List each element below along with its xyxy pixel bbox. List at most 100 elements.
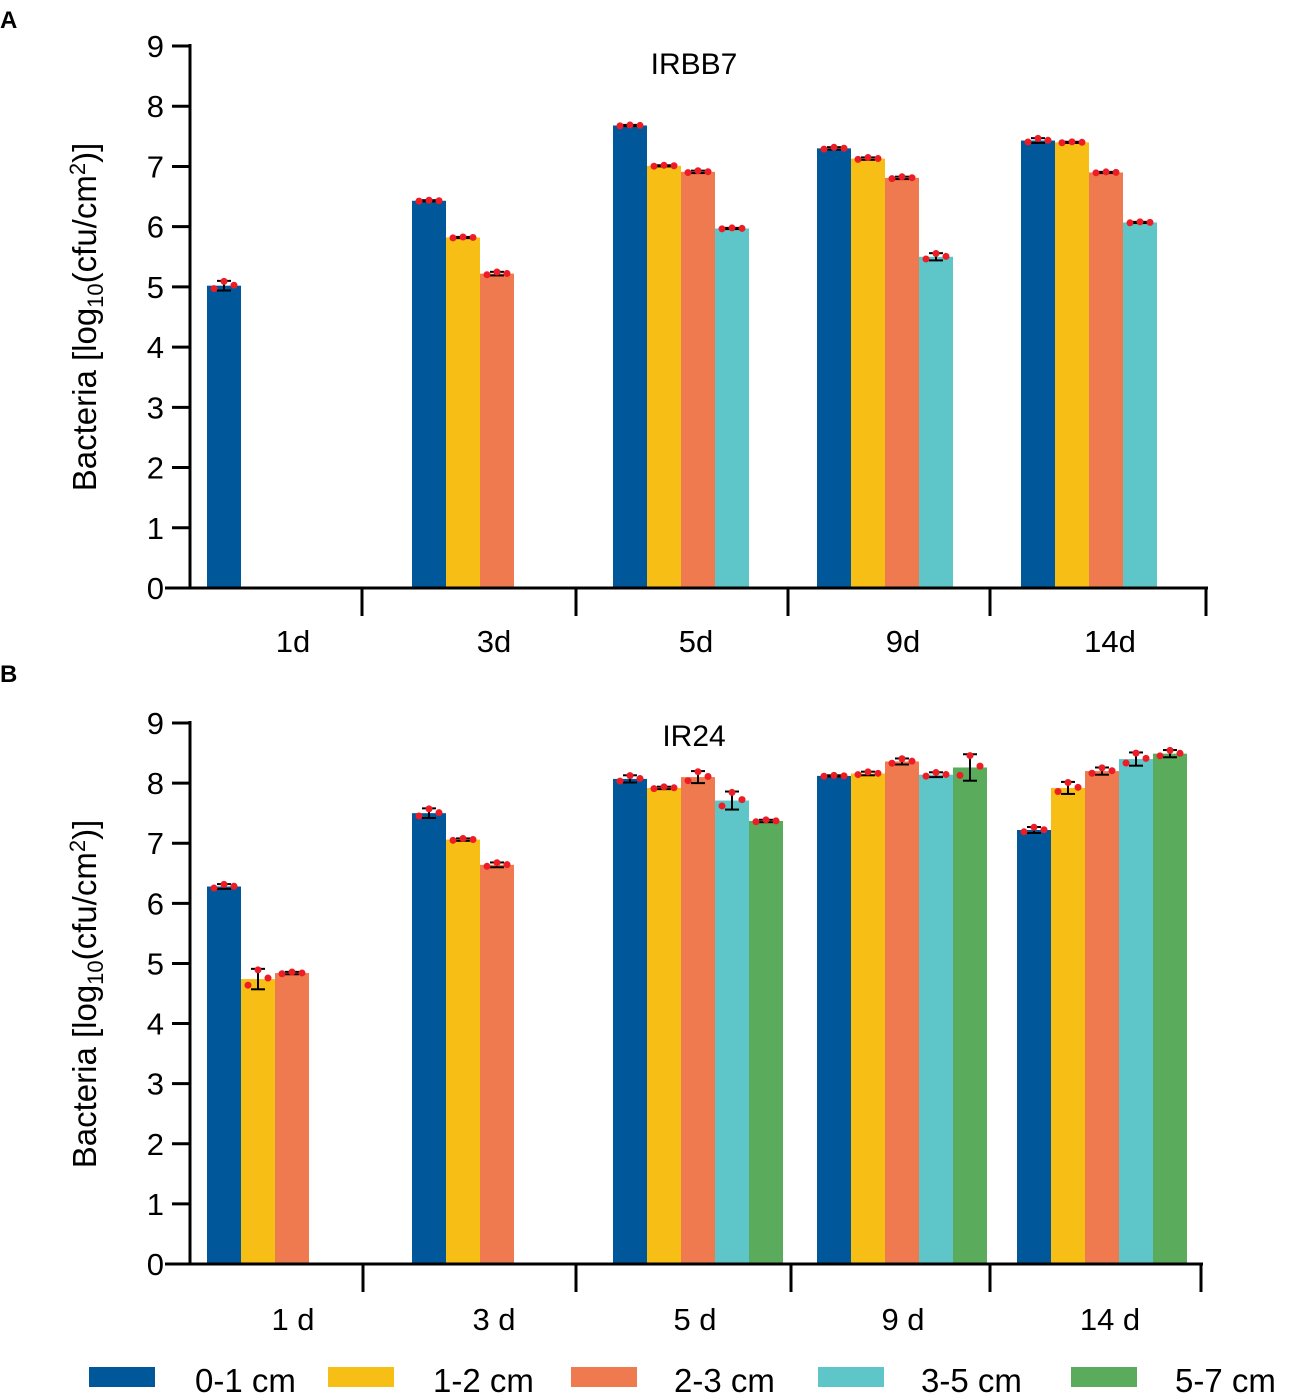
data-point xyxy=(942,252,950,260)
panel-a-y-tick-label-4: 4 xyxy=(147,330,164,365)
data-point xyxy=(650,162,658,170)
panel-b-bar-3d-0-1cm xyxy=(412,813,446,1264)
data-point xyxy=(425,805,433,813)
data-point xyxy=(694,167,702,175)
data-point xyxy=(704,168,712,176)
panel-b-letter: B xyxy=(0,661,17,688)
panel-a-y-tick-label-0: 0 xyxy=(147,571,164,606)
data-point xyxy=(1132,749,1140,757)
panel-b-y-axis-label: Bacteria [log10(cfu/cm2)] xyxy=(65,820,108,1169)
data-point xyxy=(1068,138,1076,146)
data-point xyxy=(976,762,984,770)
panel-a-points-9d-3-5cm xyxy=(922,250,950,263)
panel-b-title: IR24 xyxy=(662,720,725,753)
panel-a-letter: A xyxy=(0,7,17,34)
data-point xyxy=(230,882,238,890)
panel-a-bar-14d-0-1cm xyxy=(1021,140,1055,588)
panel-a-points-5d-3-5cm xyxy=(718,224,746,233)
data-point xyxy=(728,788,736,796)
data-point xyxy=(922,772,930,780)
panel-a-points-9d-0-1cm xyxy=(820,143,848,153)
data-point xyxy=(908,757,916,765)
data-point xyxy=(1040,826,1048,834)
data-point xyxy=(626,121,634,129)
panel-a-bar-5d-2-3cm xyxy=(681,171,715,588)
data-point xyxy=(898,173,906,181)
data-point xyxy=(762,816,770,824)
panel-b-x-tick-label-1d: 1 d xyxy=(271,1302,314,1337)
panel-b-y-tick-label-4: 4 xyxy=(147,1007,164,1042)
panel-a-points-5d-0-1cm xyxy=(616,121,644,130)
data-point xyxy=(264,974,272,982)
panel-a-title: IRBB7 xyxy=(651,48,738,81)
panel-a-x-tick-label-1d: 1d xyxy=(276,624,310,659)
panel-b-points-3d-0-1cm xyxy=(415,805,443,820)
panel-a-y-axis-label: Bacteria [log10(cfu/cm2)] xyxy=(65,143,108,492)
panel-b-x-tick-label-9d: 9 d xyxy=(881,1302,924,1337)
data-point xyxy=(670,162,678,170)
panel-b-points-5d-0-1cm xyxy=(616,772,644,785)
data-point xyxy=(840,144,848,152)
data-point xyxy=(449,836,457,844)
data-point xyxy=(298,969,306,977)
data-point xyxy=(670,784,678,792)
data-point xyxy=(898,755,906,763)
panel-a-y-tick-label-5: 5 xyxy=(147,270,164,305)
data-point xyxy=(459,233,467,241)
data-point xyxy=(694,768,702,776)
panel-a-points-5d-2-3cm xyxy=(684,167,712,177)
panel-a-bar-9d-2-3cm xyxy=(885,177,919,589)
data-point xyxy=(888,759,896,767)
data-point xyxy=(1108,767,1116,775)
data-point xyxy=(684,777,692,785)
panel-b-points-5d-1-2cm xyxy=(650,783,678,793)
panel-b-bar-1d-1-2cm xyxy=(241,979,275,1264)
data-point xyxy=(932,250,940,258)
data-point xyxy=(636,121,644,129)
data-point xyxy=(660,783,668,791)
panel-a-points-1d-0-1cm xyxy=(210,277,238,293)
data-point xyxy=(704,772,712,780)
panel-b-y-tick-label-9: 9 xyxy=(147,706,164,741)
panel-a-x-tick-label-14d: 14d xyxy=(1084,624,1136,659)
data-point xyxy=(922,255,930,263)
panel-b-bar-9d-3-5cm xyxy=(919,774,953,1264)
panel-a-bar-14d-2-3cm xyxy=(1089,172,1123,588)
data-point xyxy=(932,769,940,777)
data-point xyxy=(1142,754,1150,762)
data-point xyxy=(503,861,511,869)
data-point xyxy=(956,771,964,779)
panel-b-y-tick-label-0: 0 xyxy=(147,1247,164,1282)
panel-a-bar-3d-1-2cm xyxy=(446,237,480,589)
data-point xyxy=(1058,139,1066,147)
data-point xyxy=(1034,134,1042,142)
panel-a-points-9d-1-2cm xyxy=(854,154,882,163)
panel-b-chart: B 0 1 2 3 4 5 6 7 8 9 IR24 Bacteria [log10(cfu/cm2)]… xyxy=(0,661,1203,1337)
panel-a-bar-9d-3-5cm xyxy=(919,256,953,588)
data-point xyxy=(459,835,467,843)
panel-a-points-14d-3-5cm xyxy=(1126,218,1154,227)
data-point xyxy=(864,768,872,776)
legend-label-2-3cm: 2-3 cm xyxy=(674,1362,775,1399)
panel-a-bar-5d-0-1cm xyxy=(613,125,647,588)
data-point xyxy=(425,196,433,204)
panel-b-points-14d-3-5cm xyxy=(1122,749,1150,767)
panel-b-points-14d-2-3cm xyxy=(1088,764,1116,777)
panel-a-bar-5d-1-2cm xyxy=(647,165,681,588)
panel-b-points-14d-1-2cm xyxy=(1054,779,1082,796)
data-point xyxy=(469,835,477,843)
data-point xyxy=(1020,828,1028,836)
panel-a-points-3d-2-3cm xyxy=(483,268,511,279)
panel-b-x-tick-label-5d: 5 d xyxy=(673,1302,716,1337)
data-point xyxy=(435,197,443,205)
data-point xyxy=(874,769,882,777)
legend-label-3-5cm: 3-5 cm xyxy=(921,1362,1022,1399)
data-point xyxy=(820,145,828,153)
panel-b-bar-1d-0-1cm xyxy=(207,886,241,1264)
legend-label-1-2cm: 1-2 cm xyxy=(433,1362,534,1399)
panel-a-points-5d-1-2cm xyxy=(650,161,678,170)
panel-b-points-5d-2-3cm xyxy=(684,768,712,785)
data-point xyxy=(1078,138,1086,146)
panel-a-y-tick-label-6: 6 xyxy=(147,210,164,245)
panel-b-points-9d-3-5cm xyxy=(922,769,950,780)
